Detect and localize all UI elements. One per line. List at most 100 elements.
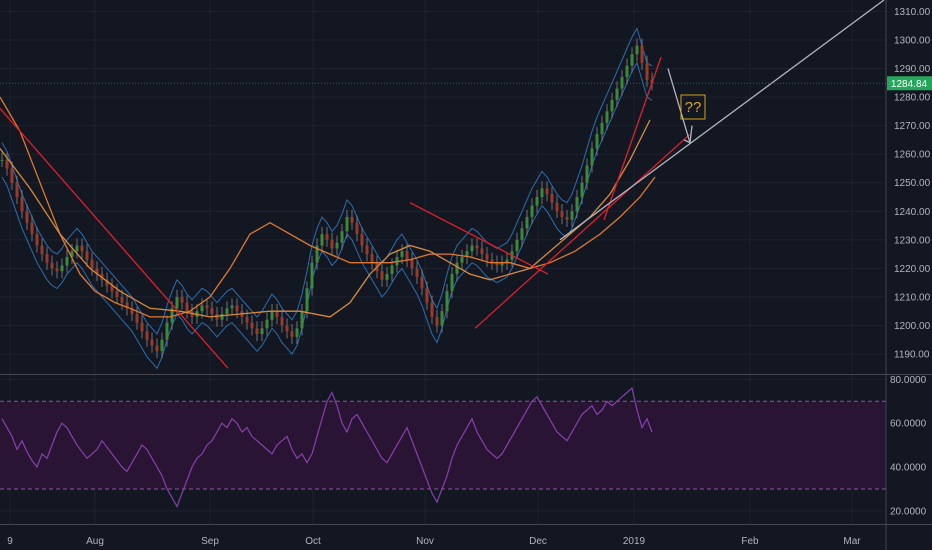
candle-body: [540, 188, 544, 197]
candle-body: [200, 305, 204, 312]
candle-body: [65, 256, 69, 266]
price-tick-label: 1210.00: [894, 292, 931, 303]
candle-body: [615, 88, 619, 100]
candle-body: [600, 122, 604, 135]
price-tick-label: 1190.00: [894, 350, 930, 361]
candle-body: [30, 222, 34, 235]
envelope-lower: [1, 61, 653, 370]
time-tick-label: Aug: [86, 536, 104, 547]
annotations: ??: [667, 68, 706, 144]
candle-body: [470, 245, 474, 252]
candle-body: [305, 288, 309, 312]
candle-body: [90, 259, 94, 269]
trendline-5: [559, 0, 885, 241]
time-tick-label: 2019: [623, 536, 646, 547]
candle-body: [485, 254, 489, 260]
candle-body: [5, 159, 9, 169]
candle-body: [350, 216, 354, 223]
candle-body: [115, 291, 119, 297]
candle-body: [500, 262, 504, 266]
candle-body: [585, 165, 589, 183]
candle-body: [415, 268, 419, 277]
candle-body: [160, 339, 164, 352]
candle-body: [315, 245, 319, 263]
price-pane[interactable]: [0, 0, 886, 370]
candle-body: [265, 319, 269, 329]
arrow-line: [667, 68, 691, 143]
arrow-head: [683, 125, 693, 144]
price-tick-label: 1310.00: [894, 7, 931, 18]
candle-body: [450, 274, 454, 292]
candle-body: [155, 345, 159, 352]
candle-body: [300, 311, 304, 329]
candle-body: [435, 316, 439, 326]
candle-body: [25, 211, 29, 223]
candle-body: [620, 77, 624, 89]
candle-body: [135, 314, 139, 323]
candle-body: [180, 296, 184, 303]
candle-body: [185, 302, 189, 312]
annotation-text: ??: [685, 99, 702, 116]
candle-body: [0, 159, 4, 161]
candle-body: [475, 245, 479, 249]
rsi-line: [1, 386, 653, 508]
candle-body: [140, 322, 144, 332]
candle-body: [570, 211, 574, 220]
candle-body: [60, 265, 64, 272]
candle-body: [290, 331, 294, 337]
candle-body: [495, 262, 499, 266]
candle-body: [380, 271, 384, 280]
candle-body: [420, 276, 424, 289]
candle-body: [80, 245, 84, 252]
candle-body: [245, 316, 249, 323]
moving-average-2: [0, 119, 651, 318]
candle-body: [595, 134, 599, 149]
candle-body: [325, 234, 329, 240]
candle-body: [330, 239, 334, 249]
candle-body: [55, 268, 59, 272]
candle-body: [535, 196, 539, 206]
candle-body: [355, 222, 359, 235]
candle-body: [145, 331, 149, 340]
time-tick-label: Mar: [843, 536, 861, 547]
price-tick-label: 1270.00: [894, 121, 931, 132]
candle-body: [455, 262, 459, 275]
time-tick-label: 9: [7, 536, 13, 547]
candle-body: [505, 259, 509, 263]
candle-body: [575, 196, 579, 212]
time-tick-label: Sep: [201, 536, 219, 547]
candle-body: [400, 251, 404, 257]
candle-body: [525, 216, 529, 229]
candle-body: [445, 291, 449, 312]
candle-body: [85, 251, 89, 260]
candle-body: [20, 196, 24, 212]
envelope-upper: [1, 27, 653, 335]
candle-body: [150, 339, 154, 346]
candle-body: [515, 239, 519, 252]
candle-body: [35, 234, 39, 246]
candle-body: [630, 54, 634, 66]
price-tick-label: 1300.00: [894, 35, 931, 46]
candle-body: [310, 262, 314, 289]
rsi-tick-label: 60.0000: [890, 419, 927, 430]
candle-body: [360, 234, 364, 246]
candle-body: [120, 296, 124, 303]
candle-body: [110, 285, 114, 292]
candle-body: [560, 211, 564, 217]
candle-body: [175, 296, 179, 309]
trendline-3: [474, 133, 691, 329]
candle-body: [205, 305, 209, 309]
candle-body: [270, 311, 274, 320]
candle-body: [530, 205, 534, 217]
candle-body: [215, 314, 219, 320]
trendline-4: [603, 56, 662, 221]
candle-body: [610, 99, 614, 112]
candle-body: [280, 316, 284, 326]
trendline-1: [0, 108, 229, 369]
time-tick-label: Dec: [529, 536, 547, 547]
rsi-pane[interactable]: [0, 386, 886, 508]
candle-body: [370, 254, 374, 263]
candle-body: [605, 111, 609, 123]
annotation-box: [680, 94, 706, 120]
